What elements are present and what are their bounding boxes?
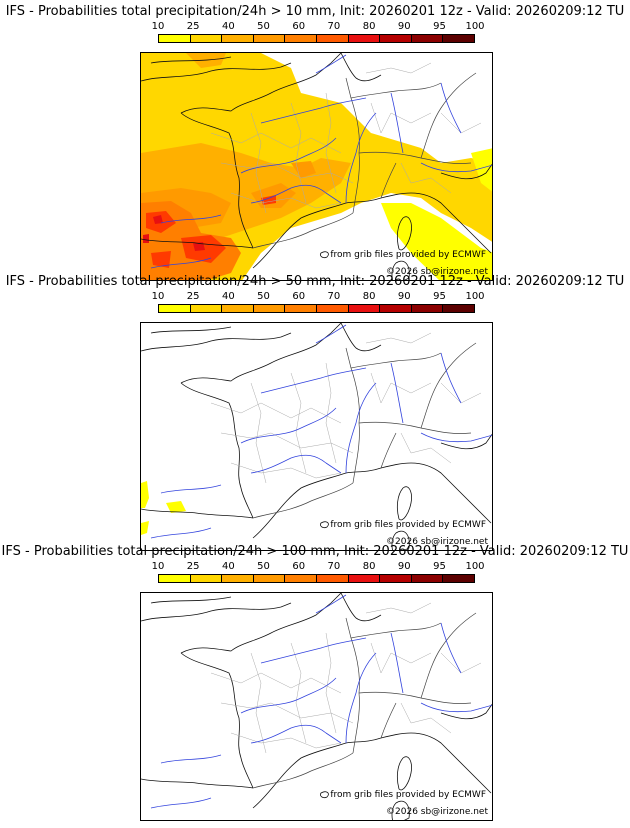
colorbar <box>158 574 475 583</box>
colorbar-segment <box>190 305 223 312</box>
colorbar-segment <box>222 575 254 582</box>
forecast-panel-10mm: IFS - Probabilities total precipitation/… <box>0 4 630 281</box>
colorbar-segment <box>411 305 444 312</box>
copyright-credit: ©2026 sb@irizone.net <box>386 537 488 547</box>
colorbar-segment <box>316 35 349 42</box>
colorbar-segment <box>159 575 191 582</box>
colorbar-tick: 95 <box>433 561 446 572</box>
probability-map: from grib files provided by ECMWF ©2026 … <box>140 592 493 821</box>
colorbar-tick: 25 <box>186 21 200 32</box>
colorbar-tick: 90 <box>397 561 411 572</box>
colorbar-segment <box>443 575 474 582</box>
colorbar-tick: 60 <box>292 561 306 572</box>
colorbar-tick: 80 <box>362 561 376 572</box>
colorbar-tick: 100 <box>465 291 485 302</box>
colorbar-tick: 80 <box>362 21 376 32</box>
panel-title: IFS - Probabilities total precipitation/… <box>5 274 625 289</box>
colorbar-tick: 70 <box>327 291 341 302</box>
panel-title: IFS - Probabilities total precipitation/… <box>1 544 629 559</box>
forecast-panel-100mm: IFS - Probabilities total precipitation/… <box>0 544 630 821</box>
colorbar-segment <box>411 575 444 582</box>
colorbar-segment <box>190 35 223 42</box>
colorbar-labels: 10 25 40 50 60 70 80 90 95 100 <box>152 561 485 572</box>
colorbar-tick: 50 <box>257 21 270 32</box>
colorbar-tick: 40 <box>221 561 235 572</box>
probability-map: from grib files provided by ECMWF ©2026 … <box>140 322 493 551</box>
colorbar-tick: 80 <box>362 291 376 302</box>
colorbar-segment <box>285 575 317 582</box>
forecast-panel-50mm: IFS - Probabilities total precipitation/… <box>0 274 630 551</box>
colorbar-segment <box>222 305 254 312</box>
colorbar-segment <box>316 305 349 312</box>
colorbar-tick: 25 <box>186 561 200 572</box>
colorbar-tick: 60 <box>292 291 306 302</box>
colorbar-segment <box>380 305 412 312</box>
colorbar-tick: 40 <box>221 21 235 32</box>
colorbar-tick: 100 <box>465 21 485 32</box>
colorbar-tick: 25 <box>186 291 200 302</box>
map-canvas <box>141 593 492 820</box>
colorbar-segment <box>348 35 381 42</box>
colorbar-tick: 70 <box>327 21 341 32</box>
source-credit: from grib files provided by ECMWF <box>330 250 486 260</box>
colorbar-segment <box>380 35 412 42</box>
colorbar-tick: 90 <box>397 291 411 302</box>
colorbar-segment <box>159 35 191 42</box>
panel-title: IFS - Probabilities total precipitation/… <box>5 4 625 19</box>
precip-shading <box>141 481 186 535</box>
colorbar-segment <box>285 35 317 42</box>
colorbar-segment <box>253 35 286 42</box>
probability-map: from grib files provided by ECMWF ©2026 … <box>140 52 493 281</box>
colorbar-labels: 10 25 40 50 60 70 80 90 95 100 <box>152 21 485 32</box>
colorbar-segment <box>348 305 381 312</box>
colorbar-segment <box>443 35 474 42</box>
colorbar-tick: 50 <box>257 291 270 302</box>
colorbar-segment <box>285 305 317 312</box>
source-credit: from grib files provided by ECMWF <box>330 790 486 800</box>
colorbar-tick: 95 <box>433 291 446 302</box>
colorbar-segment <box>380 575 412 582</box>
colorbar-segment <box>348 575 381 582</box>
colorbar-tick: 95 <box>433 21 446 32</box>
precip-shading <box>141 53 492 280</box>
colorbar-tick: 10 <box>151 291 165 302</box>
colorbar-tick: 50 <box>257 561 270 572</box>
colorbar-segment <box>253 575 286 582</box>
copyright-credit: ©2026 sb@irizone.net <box>386 807 488 817</box>
map-canvas <box>141 53 492 280</box>
colorbar-tick: 90 <box>397 21 411 32</box>
colorbar-segment <box>159 305 191 312</box>
colorbar <box>158 304 475 313</box>
colorbar-segment <box>190 575 223 582</box>
colorbar-segment <box>253 305 286 312</box>
colorbar-tick: 60 <box>292 21 306 32</box>
colorbar-tick: 40 <box>221 291 235 302</box>
map-canvas <box>141 323 492 550</box>
colorbar-tick: 10 <box>151 561 165 572</box>
colorbar <box>158 34 475 43</box>
colorbar-segment <box>411 35 444 42</box>
colorbar-tick: 100 <box>465 561 485 572</box>
colorbar-segment <box>443 305 474 312</box>
copyright-credit: ©2026 sb@irizone.net <box>386 267 488 277</box>
colorbar-tick: 70 <box>327 561 341 572</box>
colorbar-segment <box>316 575 349 582</box>
colorbar-segment <box>222 35 254 42</box>
colorbar-tick: 10 <box>151 21 165 32</box>
colorbar-labels: 10 25 40 50 60 70 80 90 95 100 <box>152 291 485 302</box>
source-credit: from grib files provided by ECMWF <box>330 520 486 530</box>
